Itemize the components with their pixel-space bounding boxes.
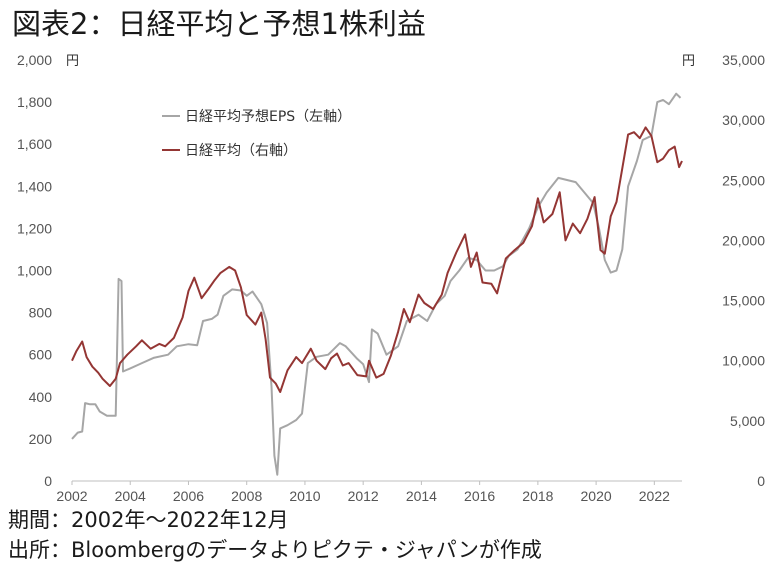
x-tick-label: 2006	[173, 488, 204, 504]
y-right-tick-label: 0	[757, 473, 765, 489]
x-tick-label: 2014	[406, 488, 437, 504]
y-left-tick-label: 1,200	[17, 220, 52, 236]
y-left-tick-label: 0	[44, 473, 52, 489]
y-right-tick-label: 5,000	[730, 413, 765, 429]
y-left-tick-label: 200	[29, 431, 53, 447]
y-left-tick-label: 1,400	[17, 178, 52, 194]
y-left-tick-label: 600	[29, 347, 53, 363]
x-tick-label: 2018	[522, 488, 553, 504]
x-axis: 2002 2004 2006 2008 2010 2012 2014 2016 2018 2020…	[56, 481, 670, 504]
y-right-tick-label: 35,000	[722, 52, 765, 68]
chart-title: 図表2：日経平均と予想1株利益	[12, 7, 426, 41]
left-unit-label: 円	[66, 54, 79, 69]
y-right-tick-label: 10,000	[722, 353, 765, 369]
x-tick-label: 2022	[639, 488, 670, 504]
x-tick-label: 2002	[56, 488, 87, 504]
x-tick-label: 2020	[581, 488, 612, 504]
y-right-tick-label: 20,000	[722, 232, 765, 248]
y-left-tick-label: 2,000	[17, 52, 52, 68]
y-left-tick-label: 1,000	[17, 263, 52, 279]
y-right-tick-label: 30,000	[722, 112, 765, 128]
period-note: 期間：2002年～2022年12月	[8, 508, 289, 532]
legend: 日経平均予想EPS（左軸） 日経平均（右軸）	[162, 109, 351, 159]
y-right-tick-label: 25,000	[722, 172, 765, 188]
y-right-axis: 35,000 30,000 25,000 20,000 15,000 10,000 5,00…	[722, 52, 765, 489]
series-layer	[71, 92, 683, 476]
legend-label-nikkei: 日経平均（右軸）	[185, 143, 297, 159]
y-left-axis: 2,000 1,800 1,600 1,400 1,200 1,000 800 600 400 2…	[17, 52, 52, 489]
y-left-tick-label: 1,600	[17, 136, 52, 152]
right-unit-label: 円	[682, 54, 695, 69]
x-tick-label: 2010	[289, 488, 320, 504]
x-tick-label: 2004	[115, 488, 146, 504]
series-line-nikkei	[71, 126, 683, 393]
y-left-tick-label: 400	[29, 389, 53, 405]
x-tick-label: 2012	[348, 488, 379, 504]
y-left-tick-label: 1,800	[17, 94, 52, 110]
source-note: 出所：Bloombergのデータよりピクテ・ジャパンが作成	[8, 538, 542, 562]
series-line-eps	[71, 92, 682, 476]
x-tick-label: 2008	[231, 488, 262, 504]
legend-label-eps: 日経平均予想EPS（左軸）	[185, 109, 351, 125]
x-tick-label: 2016	[464, 488, 495, 504]
y-left-tick-label: 800	[29, 305, 53, 321]
y-right-tick-label: 15,000	[722, 293, 765, 309]
